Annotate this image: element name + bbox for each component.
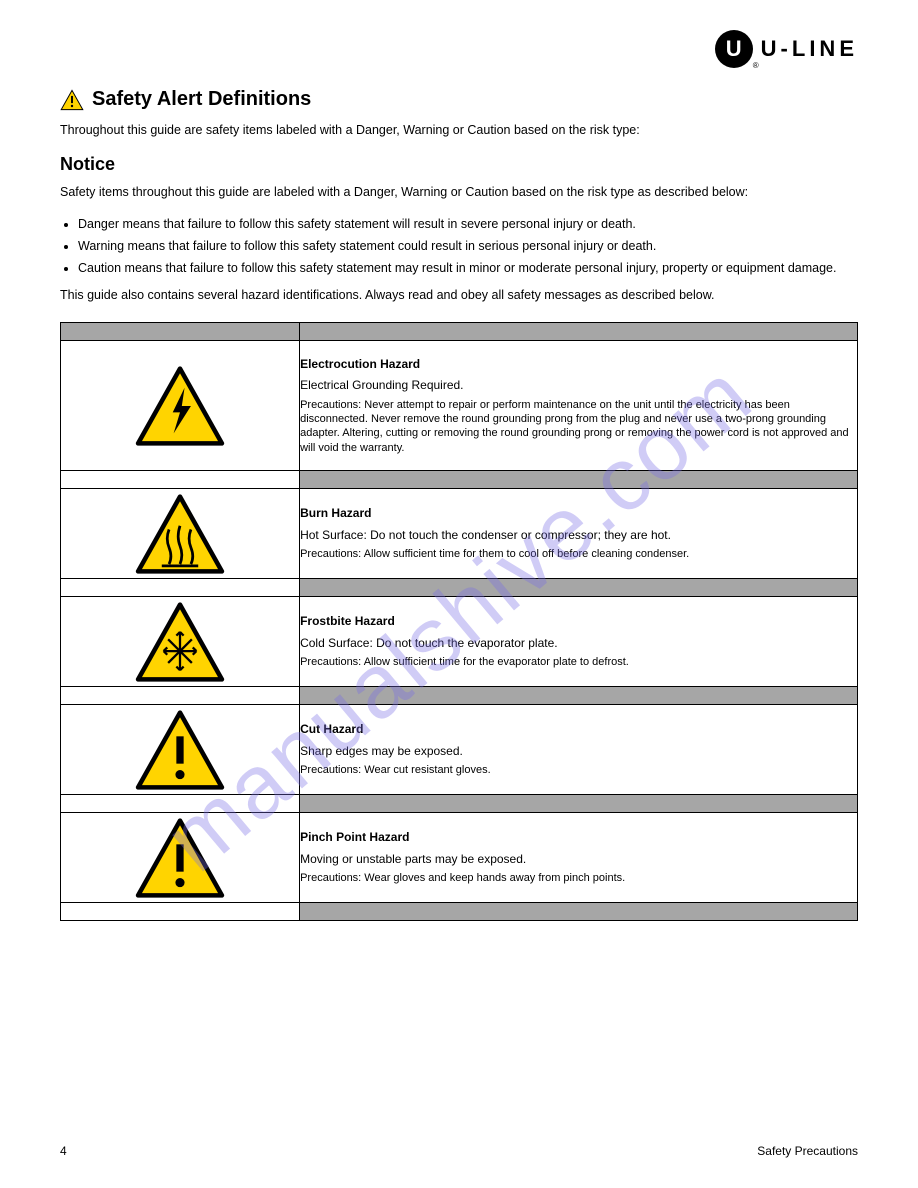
hazard-icon-cell xyxy=(61,705,300,795)
bolt-hazard-icon xyxy=(61,365,299,447)
hazard-precautions: Precautions: Wear cut resistant gloves. xyxy=(300,763,857,777)
hazard-icon-cell xyxy=(61,341,300,471)
hazard-name: Frostbite Hazard xyxy=(300,614,857,630)
table-sep-gray xyxy=(300,471,858,489)
hazard-name: Cut Hazard xyxy=(300,722,857,738)
hazard-name: Burn Hazard xyxy=(300,506,857,522)
hazard-name: Pinch Point Hazard xyxy=(300,830,857,846)
table-sep-gray xyxy=(300,795,858,813)
hazard-desc-cell: Frostbite Hazard Cold Surface: Do not to… xyxy=(300,597,858,687)
registered-mark: ® xyxy=(753,61,759,70)
hazard-precautions: Precautions: Never attempt to repair or … xyxy=(300,398,857,455)
notice-section: Notice Safety items throughout this guid… xyxy=(60,154,858,305)
table-sep-blank xyxy=(61,687,300,705)
excl-hazard-icon xyxy=(61,817,299,899)
notice-list-item: Danger means that failure to follow this… xyxy=(78,214,858,234)
brand-logo: U ® U-LINE xyxy=(715,30,858,68)
hazard-desc-cell: Pinch Point Hazard Moving or unstable pa… xyxy=(300,813,858,903)
table-header-gray xyxy=(300,323,858,341)
hazard-desc-cell: Cut Hazard Sharp edges may be exposed. P… xyxy=(300,705,858,795)
hazard-name: Electrocution Hazard xyxy=(300,357,857,373)
table-sep-gray xyxy=(300,579,858,597)
safety-alert-section: Safety Alert Definitions Throughout this… xyxy=(60,88,858,140)
notice-list-item: Caution means that failure to follow thi… xyxy=(78,258,858,278)
excl-hazard-icon xyxy=(61,709,299,791)
notice-final: This guide also contains several hazard … xyxy=(60,286,858,305)
logo-circle-icon: U ® xyxy=(715,30,753,68)
hazard-desc-cell: Burn Hazard Hot Surface: Do not touch th… xyxy=(300,489,858,579)
table-sep-blank xyxy=(61,795,300,813)
logo-text: U-LINE xyxy=(761,36,858,62)
hazard-situation: Moving or unstable parts may be exposed. xyxy=(300,852,857,868)
hazard-situation: Electrical Grounding Required. xyxy=(300,378,857,394)
heat-hazard-icon xyxy=(61,493,299,575)
table-sep-blank xyxy=(61,579,300,597)
table-sep-gray xyxy=(300,903,858,921)
hazard-precautions: Precautions: Allow sufficient time for t… xyxy=(300,655,857,669)
safety-alert-text: Throughout this guide are safety items l… xyxy=(60,121,858,140)
hazard-desc-cell: Electrocution Hazard Electrical Groundin… xyxy=(300,341,858,471)
page-footer: 4 Safety Precautions xyxy=(60,1144,858,1158)
safety-alert-header: Safety Alert Definitions xyxy=(60,88,858,111)
alert-triangle-icon xyxy=(60,89,84,111)
hazard-icon-cell xyxy=(61,813,300,903)
hazard-precautions: Precautions: Wear gloves and keep hands … xyxy=(300,871,857,885)
table-sep-blank xyxy=(61,903,300,921)
hazard-icon-cell xyxy=(61,597,300,687)
notice-intro: Safety items throughout this guide are l… xyxy=(60,183,858,202)
notice-list: Danger means that failure to follow this… xyxy=(78,214,858,278)
hazard-icon-cell xyxy=(61,489,300,579)
safety-alert-title: Safety Alert Definitions xyxy=(92,88,311,111)
hazard-situation: Hot Surface: Do not touch the condenser … xyxy=(300,528,857,544)
page-header: U ® U-LINE xyxy=(60,30,858,68)
table-sep-gray xyxy=(300,687,858,705)
table-sep-blank xyxy=(61,471,300,489)
notice-list-item: Warning means that failure to follow thi… xyxy=(78,236,858,256)
snow-hazard-icon xyxy=(61,601,299,683)
hazard-precautions: Precautions: Allow sufficient time for t… xyxy=(300,547,857,561)
footer-title: Safety Precautions xyxy=(757,1144,858,1158)
hazard-situation: Cold Surface: Do not touch the evaporato… xyxy=(300,636,857,652)
table-header-blank xyxy=(61,323,300,341)
page-number: 4 xyxy=(60,1144,67,1158)
logo-letter: U xyxy=(726,36,742,62)
notice-title: Notice xyxy=(60,154,858,175)
hazard-situation: Sharp edges may be exposed. xyxy=(300,744,857,760)
hazard-table: Electrocution Hazard Electrical Groundin… xyxy=(60,322,858,921)
